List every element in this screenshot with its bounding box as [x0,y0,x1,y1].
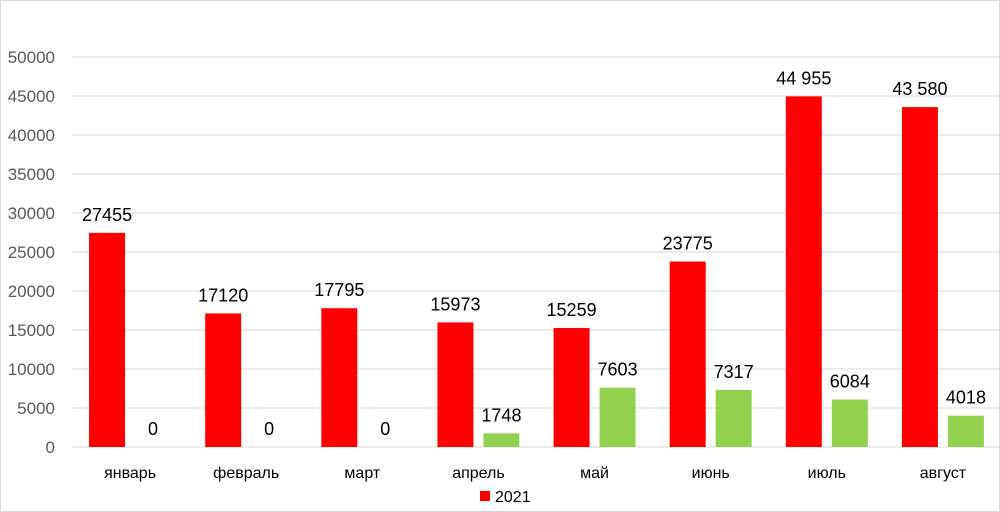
x-tick-label: январь [104,465,156,482]
data-label: 15973 [430,294,480,314]
bar [785,96,822,447]
x-tick-label: февраль [213,465,279,482]
x-tick-label: апрель [452,465,505,482]
y-tick-label: 45000 [8,87,55,106]
bar [205,313,242,447]
y-tick-label: 15000 [8,321,55,340]
legend-label: 2021 [495,489,531,506]
x-tick-label: июль [808,465,846,482]
data-label: 0 [380,419,390,439]
bar [599,387,636,447]
data-label: 44 955 [776,68,831,88]
x-tick-label: март [344,465,380,482]
legend-swatch [480,491,490,501]
data-label: 43 580 [892,79,947,99]
x-tick-label: май [580,465,609,482]
data-label: 0 [264,419,274,439]
data-label: 27455 [82,205,132,225]
data-label: 0 [148,419,158,439]
data-label: 7317 [714,362,754,382]
x-tick-label: август [920,465,967,482]
y-tick-label: 30000 [8,204,55,223]
bar [715,389,752,447]
data-label: 7603 [598,360,638,380]
y-tick-label: 25000 [8,243,55,262]
bar [553,327,590,447]
bar [89,232,126,447]
y-tick-label: 40000 [8,126,55,145]
y-tick-label: 0 [46,438,55,457]
data-label: 4018 [946,388,986,408]
y-tick-label: 35000 [8,165,55,184]
data-label: 17120 [198,285,248,305]
y-tick-label: 10000 [8,360,55,379]
bar [321,308,358,447]
data-label: 15259 [547,300,597,320]
data-label: 17795 [314,280,364,300]
bar [947,415,984,447]
data-label: 23775 [663,234,713,254]
data-label: 6084 [830,372,870,392]
bar [437,322,474,447]
bar [483,433,520,447]
y-tick-label: 5000 [17,399,55,418]
y-tick-label: 20000 [8,282,55,301]
data-label: 1748 [481,405,521,425]
bar [901,107,938,448]
bar [669,261,706,447]
bar [831,399,868,447]
y-tick-label: 50000 [8,48,55,67]
x-tick-label: июнь [692,465,730,482]
